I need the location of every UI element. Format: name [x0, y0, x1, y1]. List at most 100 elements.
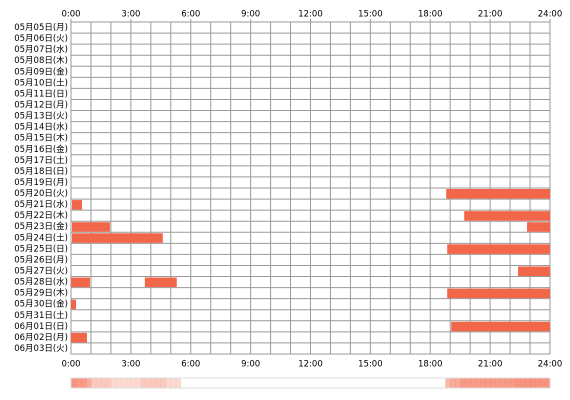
density-cell: [115, 378, 122, 388]
density-cell: [90, 378, 97, 388]
row-label: 05月28日(水): [14, 277, 68, 288]
activity-bar: [527, 222, 550, 232]
row-label: 05月18日(日): [14, 167, 68, 177]
row-label: 05月07日(水): [14, 44, 68, 55]
x-tick-label-bottom: 18:00: [418, 360, 443, 370]
x-tick-label-bottom: 6:00: [181, 360, 200, 370]
density-cell: [125, 378, 132, 388]
row-label: 05月20日(火): [14, 189, 68, 199]
x-tick-label-bottom: 12:00: [298, 360, 323, 370]
density-cell: [475, 378, 481, 388]
row-label: 05月11日(日): [14, 89, 68, 99]
row-label: 05月26日(月): [14, 255, 68, 265]
activity-bar: [71, 200, 82, 210]
density-cell: [460, 378, 466, 388]
x-tick-label-bottom: 24:00: [538, 360, 563, 370]
density-cell: [135, 378, 142, 388]
row-label: 05月15日(木): [14, 133, 68, 144]
density-cell: [465, 378, 471, 388]
row-label: 05月06日(火): [14, 34, 68, 44]
density-cell: [500, 378, 506, 388]
density-cell: [110, 378, 117, 388]
x-tick-label-top: 0:00: [61, 10, 80, 20]
row-label: 06月02日(月): [14, 333, 68, 343]
row-label: 05月25日(日): [14, 244, 68, 254]
density-cell: [470, 378, 476, 388]
x-tick-label-bottom: 9:00: [241, 360, 260, 370]
density-cell: [505, 378, 511, 388]
activity-bar: [71, 222, 110, 232]
row-label: 05月22日(木): [14, 210, 68, 221]
activity-bar: [71, 277, 90, 288]
row-label: 05月13日(火): [14, 112, 68, 122]
density-cell: [155, 378, 162, 388]
row-label: 05月30日(金): [14, 299, 68, 310]
density-cell: [495, 378, 501, 388]
density-cell: [445, 378, 451, 388]
density-cell: [130, 378, 137, 388]
row-label: 05月17日(土): [14, 155, 68, 166]
density-cell: [535, 378, 541, 388]
row-label: 05月16日(金): [14, 144, 68, 155]
density-cell: [160, 378, 167, 388]
row-label: 05月08日(木): [14, 55, 68, 66]
row-label: 05月21日(水): [14, 199, 68, 210]
row-label: 05月24日(土): [14, 232, 68, 243]
x-tick-label-bottom: 15:00: [358, 360, 383, 370]
activity-bar: [71, 332, 87, 343]
activity-bar: [71, 299, 76, 310]
row-label: 05月27日(火): [14, 267, 68, 277]
activity-bar: [447, 244, 550, 254]
row-label: 05月31日(土): [14, 310, 68, 321]
x-tick-label-top: 15:00: [358, 10, 383, 20]
activity-bar: [464, 211, 550, 221]
row-label: 05月09日(金): [14, 66, 68, 77]
density-cell: [75, 378, 82, 388]
density-cell: [80, 378, 87, 388]
activity-bar: [446, 189, 550, 199]
density-cell: [450, 378, 456, 388]
density-cell: [515, 378, 521, 388]
density-cell: [510, 378, 516, 388]
activity-bar: [71, 233, 163, 243]
density-cell: [545, 378, 551, 388]
density-cell: [540, 378, 546, 388]
row-label: 06月03日(火): [14, 344, 68, 354]
density-cell: [150, 378, 157, 388]
density-cell: [140, 378, 147, 388]
density-cell: [145, 378, 152, 388]
density-cell: [485, 378, 491, 388]
density-strip-border: [70, 377, 551, 389]
x-tick-label-bottom: 3:00: [121, 360, 140, 370]
x-tick-label-top: 21:00: [478, 10, 503, 20]
density-cell: [71, 378, 77, 388]
activity-bar: [451, 321, 550, 332]
row-label: 05月12日(月): [14, 101, 68, 111]
density-cell: [455, 378, 461, 388]
density-cell: [120, 378, 127, 388]
x-tick-label-top: 12:00: [298, 10, 323, 20]
density-cell: [525, 378, 531, 388]
x-tick-label-top: 6:00: [181, 10, 200, 20]
x-tick-label-bottom: 0:00: [61, 360, 80, 370]
x-tick-label-top: 9:00: [241, 10, 260, 20]
x-tick-label-top: 3:00: [121, 10, 140, 20]
density-cell: [105, 378, 112, 388]
density-cell: [175, 378, 182, 388]
row-label: 05月05日(月): [14, 23, 68, 33]
density-cell: [165, 378, 172, 388]
density-cell: [520, 378, 526, 388]
activity-bar: [447, 288, 550, 299]
row-label: 05月29日(木): [14, 288, 68, 299]
row-label: 05月14日(水): [14, 122, 68, 133]
density-cell: [530, 378, 536, 388]
density-cell: [170, 378, 177, 388]
row-label: 05月19日(月): [14, 178, 68, 188]
row-label: 05月10日(土): [14, 77, 68, 88]
activity-bar: [518, 266, 550, 277]
density-cell: [95, 378, 102, 388]
row-label: 06月01日(日): [14, 322, 68, 332]
density-cell: [100, 378, 107, 388]
row-label: 05月23日(金): [14, 221, 68, 232]
